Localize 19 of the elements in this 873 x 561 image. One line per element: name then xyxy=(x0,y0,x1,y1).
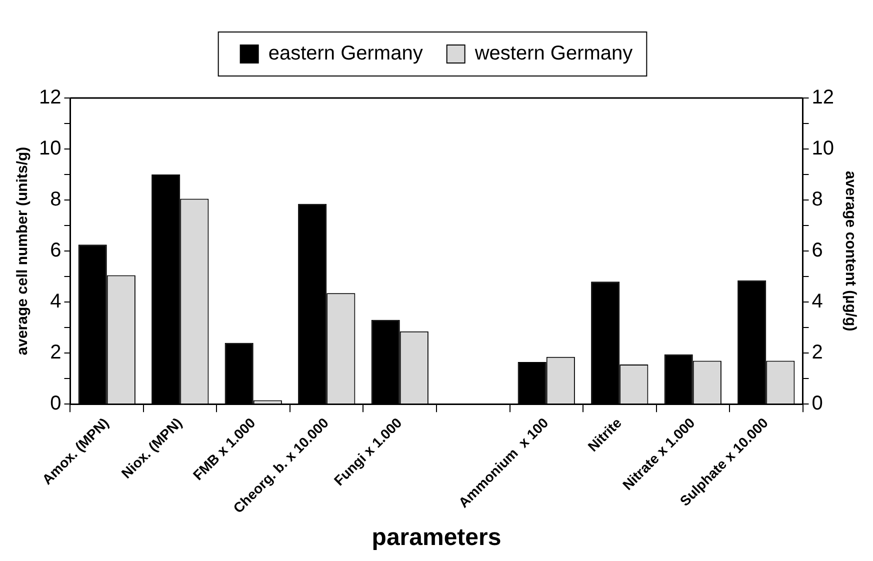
x-axis-title: parameters xyxy=(372,524,502,552)
y2-tick-label: 12 xyxy=(812,86,834,109)
y2-tick-label: 0 xyxy=(812,392,823,415)
legend-label: eastern Germany xyxy=(268,42,423,65)
y2-tick-label: 4 xyxy=(812,290,823,313)
y2-axis-title: average content (µg/g) xyxy=(842,170,859,332)
y-tick-label: 6 xyxy=(50,240,62,262)
y-tick-label: 2 xyxy=(50,342,62,364)
y2-tick-label: 10 xyxy=(812,138,834,160)
legend-label: western Germany xyxy=(474,42,633,65)
y-tick-label: 10 xyxy=(38,138,62,160)
y2-tick-label: 6 xyxy=(812,240,823,262)
y-tick-label: 0 xyxy=(50,392,62,415)
y-tick-label: 8 xyxy=(50,188,62,211)
y-axis-title: average cell number (units/g) xyxy=(14,146,32,356)
y2-tick-label: 2 xyxy=(812,342,823,364)
y-tick-label: 4 xyxy=(50,290,62,313)
y2-tick-label: 8 xyxy=(812,188,823,211)
y-tick-label: 12 xyxy=(38,86,62,109)
